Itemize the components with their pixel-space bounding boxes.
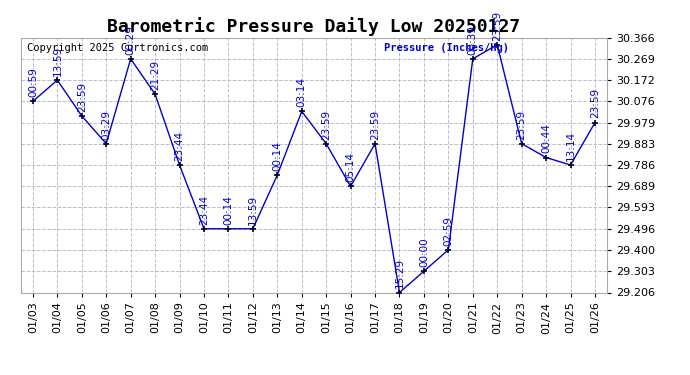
Text: 15:29: 15:29 — [395, 258, 404, 288]
Text: 00:00: 00:00 — [419, 237, 429, 267]
Text: 21:29: 21:29 — [150, 60, 160, 90]
Text: 02:59: 02:59 — [444, 216, 453, 246]
Text: 00:29: 00:29 — [126, 25, 136, 55]
Title: Barometric Pressure Daily Low 20250127: Barometric Pressure Daily Low 20250127 — [108, 17, 520, 36]
Text: 00:59: 00:59 — [28, 67, 38, 97]
Text: 13:59: 13:59 — [248, 195, 258, 225]
Text: Copyright 2025 Curtronics.com: Copyright 2025 Curtronics.com — [26, 43, 208, 52]
Text: 00:44: 00:44 — [541, 123, 551, 153]
Text: 00:14: 00:14 — [273, 141, 282, 171]
Text: 00:14: 00:14 — [224, 195, 233, 225]
Text: 03:14: 03:14 — [297, 77, 307, 107]
Text: 05:14: 05:14 — [346, 152, 355, 182]
Text: 23:59: 23:59 — [321, 110, 331, 140]
Text: 23:44: 23:44 — [199, 195, 209, 225]
Text: 23:59: 23:59 — [492, 10, 502, 40]
Text: 13:14: 13:14 — [566, 131, 575, 161]
Text: 23:59: 23:59 — [370, 110, 380, 140]
Text: 03:29: 03:29 — [101, 110, 111, 140]
Text: 00:39: 00:39 — [468, 25, 477, 55]
Text: Pressure (Inches/Hg): Pressure (Inches/Hg) — [384, 43, 509, 52]
Text: 23:44: 23:44 — [175, 131, 184, 161]
Text: 13:59: 13:59 — [52, 46, 62, 76]
Text: 23:59: 23:59 — [77, 82, 87, 112]
Text: 23:59: 23:59 — [517, 110, 526, 140]
Text: 23:59: 23:59 — [590, 88, 600, 118]
